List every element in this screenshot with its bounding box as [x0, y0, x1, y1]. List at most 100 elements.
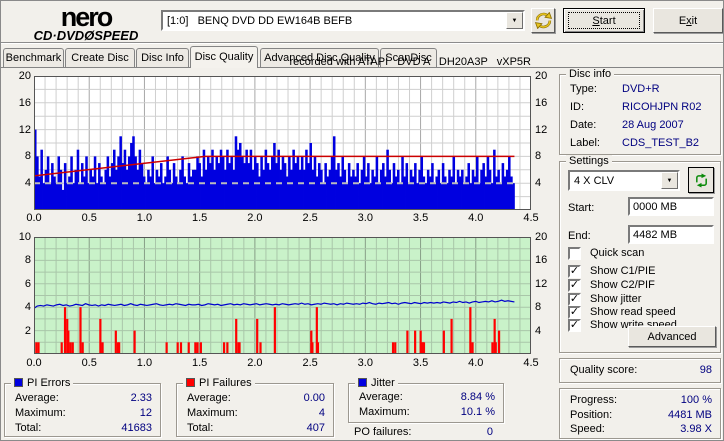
recorded-with-label: recorded with ATAPI DVD A DH20A3P vXP5R [289, 56, 532, 68]
quality-score-label: Quality score: [570, 364, 638, 376]
tab-advanced-disc-quality[interactable]: Advanced Disc Quality [260, 48, 379, 67]
pi-failures-average-value: 0.00 [303, 392, 325, 404]
cd-dvd-speed-logo-text: CD·DVDØSPEED [33, 28, 139, 43]
green-refresh-icon [695, 172, 707, 188]
position-label: Position: [570, 409, 613, 421]
axis-tick-label: 8 [24, 150, 31, 163]
jitter-groupbox: Jitter Average: 8.84 % Maximum: 10.1 % [348, 377, 504, 423]
axis-tick-label: 4.0 [468, 357, 484, 369]
scan-speed-dropdown-button[interactable]: ▼ [661, 172, 678, 189]
tab-scandisc[interactable]: ScanDisc [380, 48, 437, 67]
advanced-button[interactable]: Advanced [628, 326, 716, 347]
speed-label: Speed: [570, 423, 605, 435]
check-icon: ✓ [569, 319, 580, 331]
checkbox-box[interactable]: ✓ [568, 279, 581, 292]
axis-tick-label: 2.0 [247, 212, 263, 224]
tab-create-disc[interactable]: Create Disc [65, 48, 135, 67]
disc-id-value: RICOHJPN R02 [622, 101, 702, 113]
progress-value: 100 % [680, 394, 712, 406]
drive-select-value: [1:0] BENQ DVD DD EW164B BEFB [167, 14, 353, 27]
disc-info-groupbox: Disc info Type: DVD+R ID: RICOHJPN R02 D… [559, 68, 721, 155]
progress-label: Progress: [570, 394, 618, 406]
checkbox-box[interactable]: ✓ [568, 306, 581, 319]
drive-select[interactable]: [1:0] BENQ DVD DD EW164B BEFB ▼ [161, 10, 525, 31]
check-icon: ✓ [569, 265, 580, 277]
jitter-average-value: 8.84 % [460, 391, 495, 403]
disc-type-label: Type: [570, 83, 597, 95]
checkbox-show-jitter[interactable]: ✓ Show jitter [568, 293, 642, 306]
checkbox-box[interactable]: ✓ [568, 293, 581, 306]
disc-date-label: Date: [570, 119, 597, 131]
disc-label-label: Label: [570, 137, 600, 149]
checkbox-box[interactable]: ✓ [568, 319, 581, 332]
pi-errors-total-label: Total: [15, 422, 42, 434]
scan-speed-select[interactable]: 4 X CLV ▼ [568, 170, 680, 191]
jitter-average-label: Average: [359, 391, 403, 403]
axis-tick-label: 8 [535, 301, 542, 314]
axis-tick-label: 3.5 [412, 357, 429, 369]
exit-button[interactable]: Exit [653, 8, 723, 33]
quality-score-value: 98 [699, 364, 712, 376]
disc-id-label: ID: [570, 101, 585, 113]
start-position-field[interactable]: 0000 MB [628, 197, 714, 216]
end-position-field[interactable]: 4482 MB [628, 225, 714, 244]
nero-logo-text: nero [60, 2, 114, 32]
axis-tick-label: 8 [535, 150, 542, 163]
axis-tick-label: 10 [18, 231, 31, 243]
check-icon: ✓ [569, 306, 580, 318]
check-icon: ✓ [569, 293, 580, 305]
axis-tick-label: 2.0 [247, 357, 263, 369]
disc-label-value: CDS_TEST_B2 [622, 137, 700, 149]
settings-title: Settings [566, 155, 612, 167]
refresh-drive-button[interactable] [531, 8, 555, 33]
axis-tick-label: 4 [535, 324, 542, 337]
start-button[interactable]: Start [563, 8, 645, 33]
axis-tick-label: 1.0 [136, 357, 153, 369]
pi-failures-maximum-label: Maximum: [187, 407, 238, 419]
checkbox-show-read-speed[interactable]: ✓ Show read speed [568, 306, 676, 319]
checkbox-box[interactable]: ✓ [568, 265, 581, 278]
po-failures-label: PO failures: [354, 426, 412, 438]
axis-tick-label: 12 [18, 123, 31, 136]
axis-tick-label: 4.5 [523, 357, 539, 369]
axis-tick-label: 8 [24, 254, 31, 267]
axis-tick-label: 12 [535, 123, 548, 136]
check-icon: ✓ [569, 279, 580, 291]
pi-failures-title: PI Failures [199, 377, 252, 389]
pi-errors-average-label: Average: [15, 392, 59, 404]
chevron-down-icon: ▼ [666, 177, 673, 184]
axis-tick-label: 3.5 [412, 212, 429, 224]
axis-tick-label: 4.0 [468, 212, 484, 224]
jitter-maximum-label: Maximum: [359, 406, 410, 418]
axis-tick-label: 16 [18, 96, 31, 109]
scan-speed-value: 4 X CLV [574, 174, 615, 187]
exit-button-label: Exit [678, 14, 698, 27]
axis-tick-label: 4.5 [523, 212, 539, 224]
checkbox-quick-scan[interactable]: ✓ Quick scan [568, 247, 718, 261]
header-separator [1, 42, 723, 44]
pi-failures-groupbox: PI Failures Average: 0.00 Maximum: 4 Tot… [176, 377, 334, 437]
pi-errors-average-value: 2.33 [130, 392, 152, 404]
tab-benchmark[interactable]: Benchmark [3, 48, 64, 67]
checkbox-show-c2-pif[interactable]: ✓ Show C2/PIF [568, 279, 655, 292]
speed-value: 3.98 X [680, 423, 712, 435]
tab-disc-info[interactable]: Disc Info [136, 48, 189, 67]
progress-panel: Progress: 100 % Position: 4481 MB Speed:… [559, 388, 721, 439]
axis-tick-label: 20 [535, 70, 548, 82]
axis-tick-label: 0.0 [26, 212, 42, 224]
tab-disc-quality[interactable]: Disc Quality [190, 46, 258, 68]
checkbox-show-c1-pie[interactable]: ✓ Show C1/PIE [568, 265, 656, 278]
pi-failures-average-label: Average: [187, 392, 231, 404]
chevron-down-icon: ▼ [511, 17, 518, 24]
drive-select-dropdown-button[interactable]: ▼ [506, 12, 523, 29]
jitter-title: Jitter [371, 377, 395, 389]
refresh-disc-button[interactable] [688, 167, 714, 193]
axis-tick-label: 20 [18, 70, 31, 82]
axis-tick-label: 4 [535, 177, 542, 190]
jitter-pif-chart [34, 237, 531, 354]
pi-errors-total-value: 41683 [121, 422, 152, 434]
axis-tick-label: 1.5 [192, 357, 208, 369]
axis-tick-label: 2.5 [302, 357, 318, 369]
checkbox-box[interactable]: ✓ [568, 247, 581, 260]
